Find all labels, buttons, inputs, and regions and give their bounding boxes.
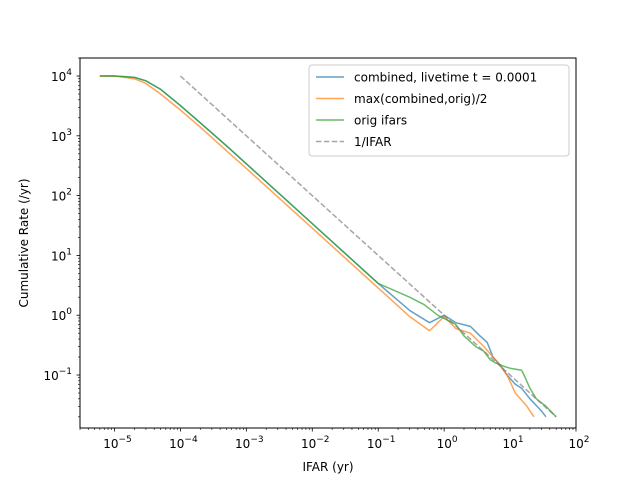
x-tick-label-1: 10−4 bbox=[169, 435, 198, 451]
ticks-layer: 10−5 10−4 10−3 10−2 10−1 100 101 102 10−1 100 101 1… bbox=[43, 57, 590, 451]
y-tick-label-5: 104 bbox=[51, 68, 72, 84]
x-tick-label-2: 10−3 bbox=[235, 435, 264, 451]
y-tick-label-3: 102 bbox=[51, 188, 72, 204]
legend-label-3: 1/IFAR bbox=[354, 135, 392, 149]
y-tick-label-0: 10−1 bbox=[43, 367, 72, 383]
series-line-1 bbox=[99, 75, 535, 418]
x-tick-label-6: 101 bbox=[503, 435, 524, 451]
plot-frame bbox=[79, 57, 577, 429]
y-axis-label: Cumulative Rate (/yr) bbox=[17, 178, 31, 307]
x-axis-label: IFAR (yr) bbox=[302, 460, 353, 474]
legend: combined, livetime t = 0.0001 max(combine… bbox=[308, 64, 570, 157]
x-tick-label-5: 100 bbox=[437, 435, 458, 451]
x-tick-label-3: 10−2 bbox=[301, 435, 330, 451]
legend-label-2: orig ifars bbox=[354, 114, 407, 128]
y-tick-label-2: 101 bbox=[51, 247, 72, 263]
legend-label-1: max(combined,orig)/2 bbox=[354, 92, 487, 106]
series-line-2 bbox=[99, 75, 557, 418]
y-tick-label-4: 103 bbox=[51, 128, 72, 144]
y-tick-label-1: 100 bbox=[51, 307, 72, 323]
series-layer bbox=[99, 75, 557, 418]
legend-label-0: combined, livetime t = 0.0001 bbox=[354, 71, 537, 85]
x-tick-label-0: 10−5 bbox=[103, 435, 132, 451]
series-line-3 bbox=[179, 75, 557, 418]
legend-box bbox=[308, 64, 570, 157]
x-tick-label-4: 10−1 bbox=[367, 435, 396, 451]
x-tick-label-7: 102 bbox=[568, 435, 589, 451]
